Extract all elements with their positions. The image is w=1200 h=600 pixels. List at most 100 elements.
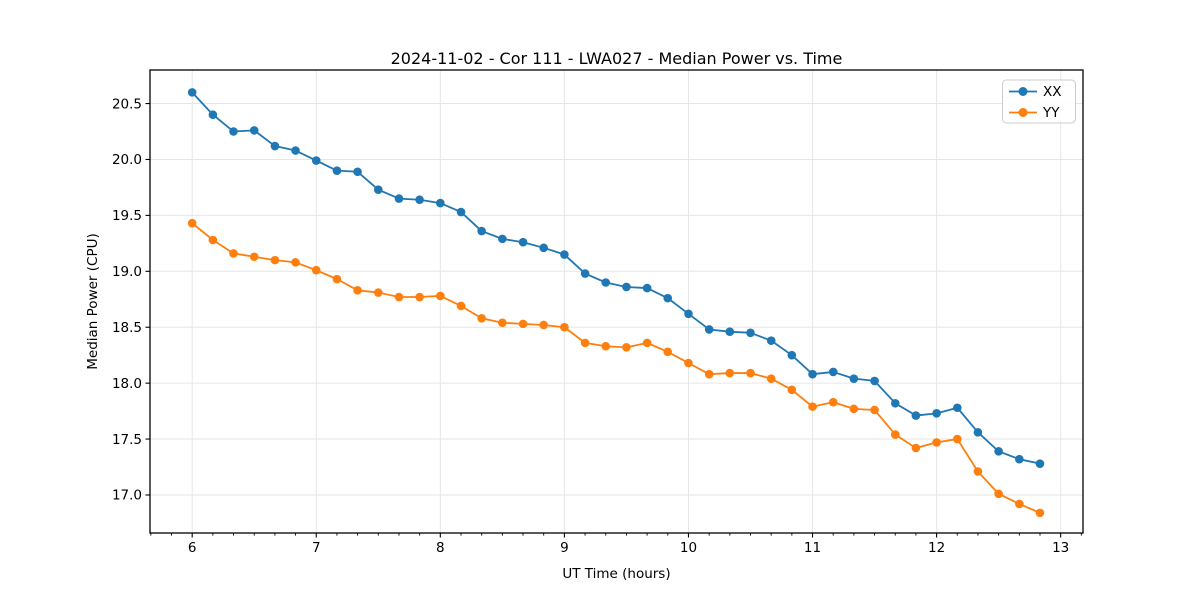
data-point-xx [849, 374, 859, 383]
x-tick-label: 6 [188, 540, 197, 556]
x-tick-label: 9 [560, 540, 569, 556]
data-point-yy [684, 358, 693, 368]
x-tick-label: 7 [312, 540, 321, 556]
data-point-xx [477, 226, 486, 236]
data-point-xx [704, 325, 714, 334]
legend-box [1002, 79, 1076, 124]
data-point-yy [187, 218, 197, 228]
plot-border [149, 69, 1084, 534]
data-point-xx [725, 327, 735, 336]
x-axis-label: UT Time (hours) [562, 566, 670, 582]
data-point-yy [725, 368, 735, 378]
data-point-xx [1015, 454, 1024, 464]
data-point-yy [291, 258, 300, 267]
data-point-xx [932, 409, 941, 418]
data-point-yy [746, 368, 755, 378]
data-point-yy [994, 489, 1003, 499]
data-point-xx [229, 127, 238, 136]
data-point-xx [332, 166, 342, 175]
data-point-xx [808, 369, 817, 379]
y-tick-label: 19.5 [112, 208, 142, 224]
data-point-xx [684, 309, 693, 319]
data-point-yy [394, 292, 404, 302]
data-point-yy [953, 434, 962, 444]
data-point-yy [828, 397, 838, 407]
data-point-xx [663, 293, 673, 303]
data-point-xx [828, 367, 838, 377]
data-point-xx [456, 207, 466, 217]
data-point-yy [518, 319, 528, 329]
legend-label-yy: YY [1042, 105, 1060, 121]
data-point-xx [498, 234, 507, 244]
data-point-yy [622, 343, 631, 352]
series-line-xx [191, 91, 1041, 465]
data-point-yy [849, 404, 859, 414]
data-point-xx [953, 403, 962, 413]
y-tick-label: 18.0 [112, 376, 142, 392]
legend-label-xx: XX [1043, 84, 1062, 100]
grid-layer [150, 70, 1083, 533]
data-point-yy [808, 402, 817, 411]
data-point-xx [436, 198, 445, 208]
data-point-yy [415, 292, 424, 302]
data-point-xx [518, 237, 528, 247]
x-tick-label: 12 [928, 540, 945, 556]
data-point-xx [415, 195, 424, 205]
data-point-yy [332, 274, 342, 284]
data-point-yy [1015, 499, 1024, 509]
data-point-yy [353, 286, 362, 295]
yy-series-marker-icon [1018, 108, 1028, 117]
data-point-yy [911, 443, 921, 453]
y-tick-label: 19.0 [112, 264, 142, 280]
data-point-yy [601, 341, 611, 351]
data-point-yy [663, 347, 673, 357]
legend: XX YY [1002, 79, 1076, 124]
data-point-yy [249, 252, 259, 262]
data-point-yy [270, 255, 280, 265]
data-point-yy [787, 385, 797, 395]
data-point-xx [994, 447, 1003, 456]
data-point-yy [560, 322, 569, 332]
data-point-yy [973, 467, 983, 476]
data-layer [187, 88, 1045, 518]
data-point-yy [932, 438, 941, 447]
data-point-yy [498, 318, 507, 328]
data-point-xx [642, 283, 652, 293]
legend-item-xx: XX [1009, 84, 1062, 100]
data-point-yy [539, 320, 548, 330]
data-point-xx [249, 126, 259, 135]
y-tick-label: 17.0 [112, 488, 142, 504]
xx-series-marker-icon [1018, 87, 1028, 96]
data-point-xx [311, 156, 321, 165]
data-point-yy [311, 265, 321, 275]
data-point-xx [539, 243, 548, 253]
data-point-yy [436, 291, 445, 301]
data-point-xx [787, 350, 797, 360]
x-tick-label: 8 [436, 540, 445, 556]
chart-title: 2024-11-02 - Cor 111 - LWA027 - Median P… [391, 49, 843, 68]
data-point-yy [373, 288, 383, 297]
data-point-xx [353, 167, 362, 177]
y-axis-label: Median Power (CPU) [85, 233, 101, 369]
data-point-yy [456, 301, 466, 311]
x-tick-label: 10 [680, 540, 697, 556]
data-point-yy [208, 235, 218, 245]
data-point-xx [890, 398, 900, 408]
legend-item-yy: YY [1009, 105, 1060, 121]
tick-layer: 6 7 8 9 10 11 12 13 17.0 17.5 18.0 18.5 19.0 19.5 20.0… [112, 96, 1082, 556]
data-point-xx [766, 336, 776, 345]
data-point-xx [622, 282, 631, 292]
data-point-xx [270, 141, 280, 151]
data-point-xx [560, 250, 569, 259]
data-point-xx [1035, 459, 1045, 468]
data-point-xx [870, 376, 879, 386]
data-point-yy [704, 369, 714, 379]
x-tick-label: 11 [804, 540, 821, 556]
data-point-yy [229, 249, 238, 258]
data-point-xx [746, 328, 755, 338]
y-tick-label: 20.5 [112, 96, 142, 112]
data-point-xx [601, 278, 611, 287]
data-point-yy [870, 405, 879, 415]
